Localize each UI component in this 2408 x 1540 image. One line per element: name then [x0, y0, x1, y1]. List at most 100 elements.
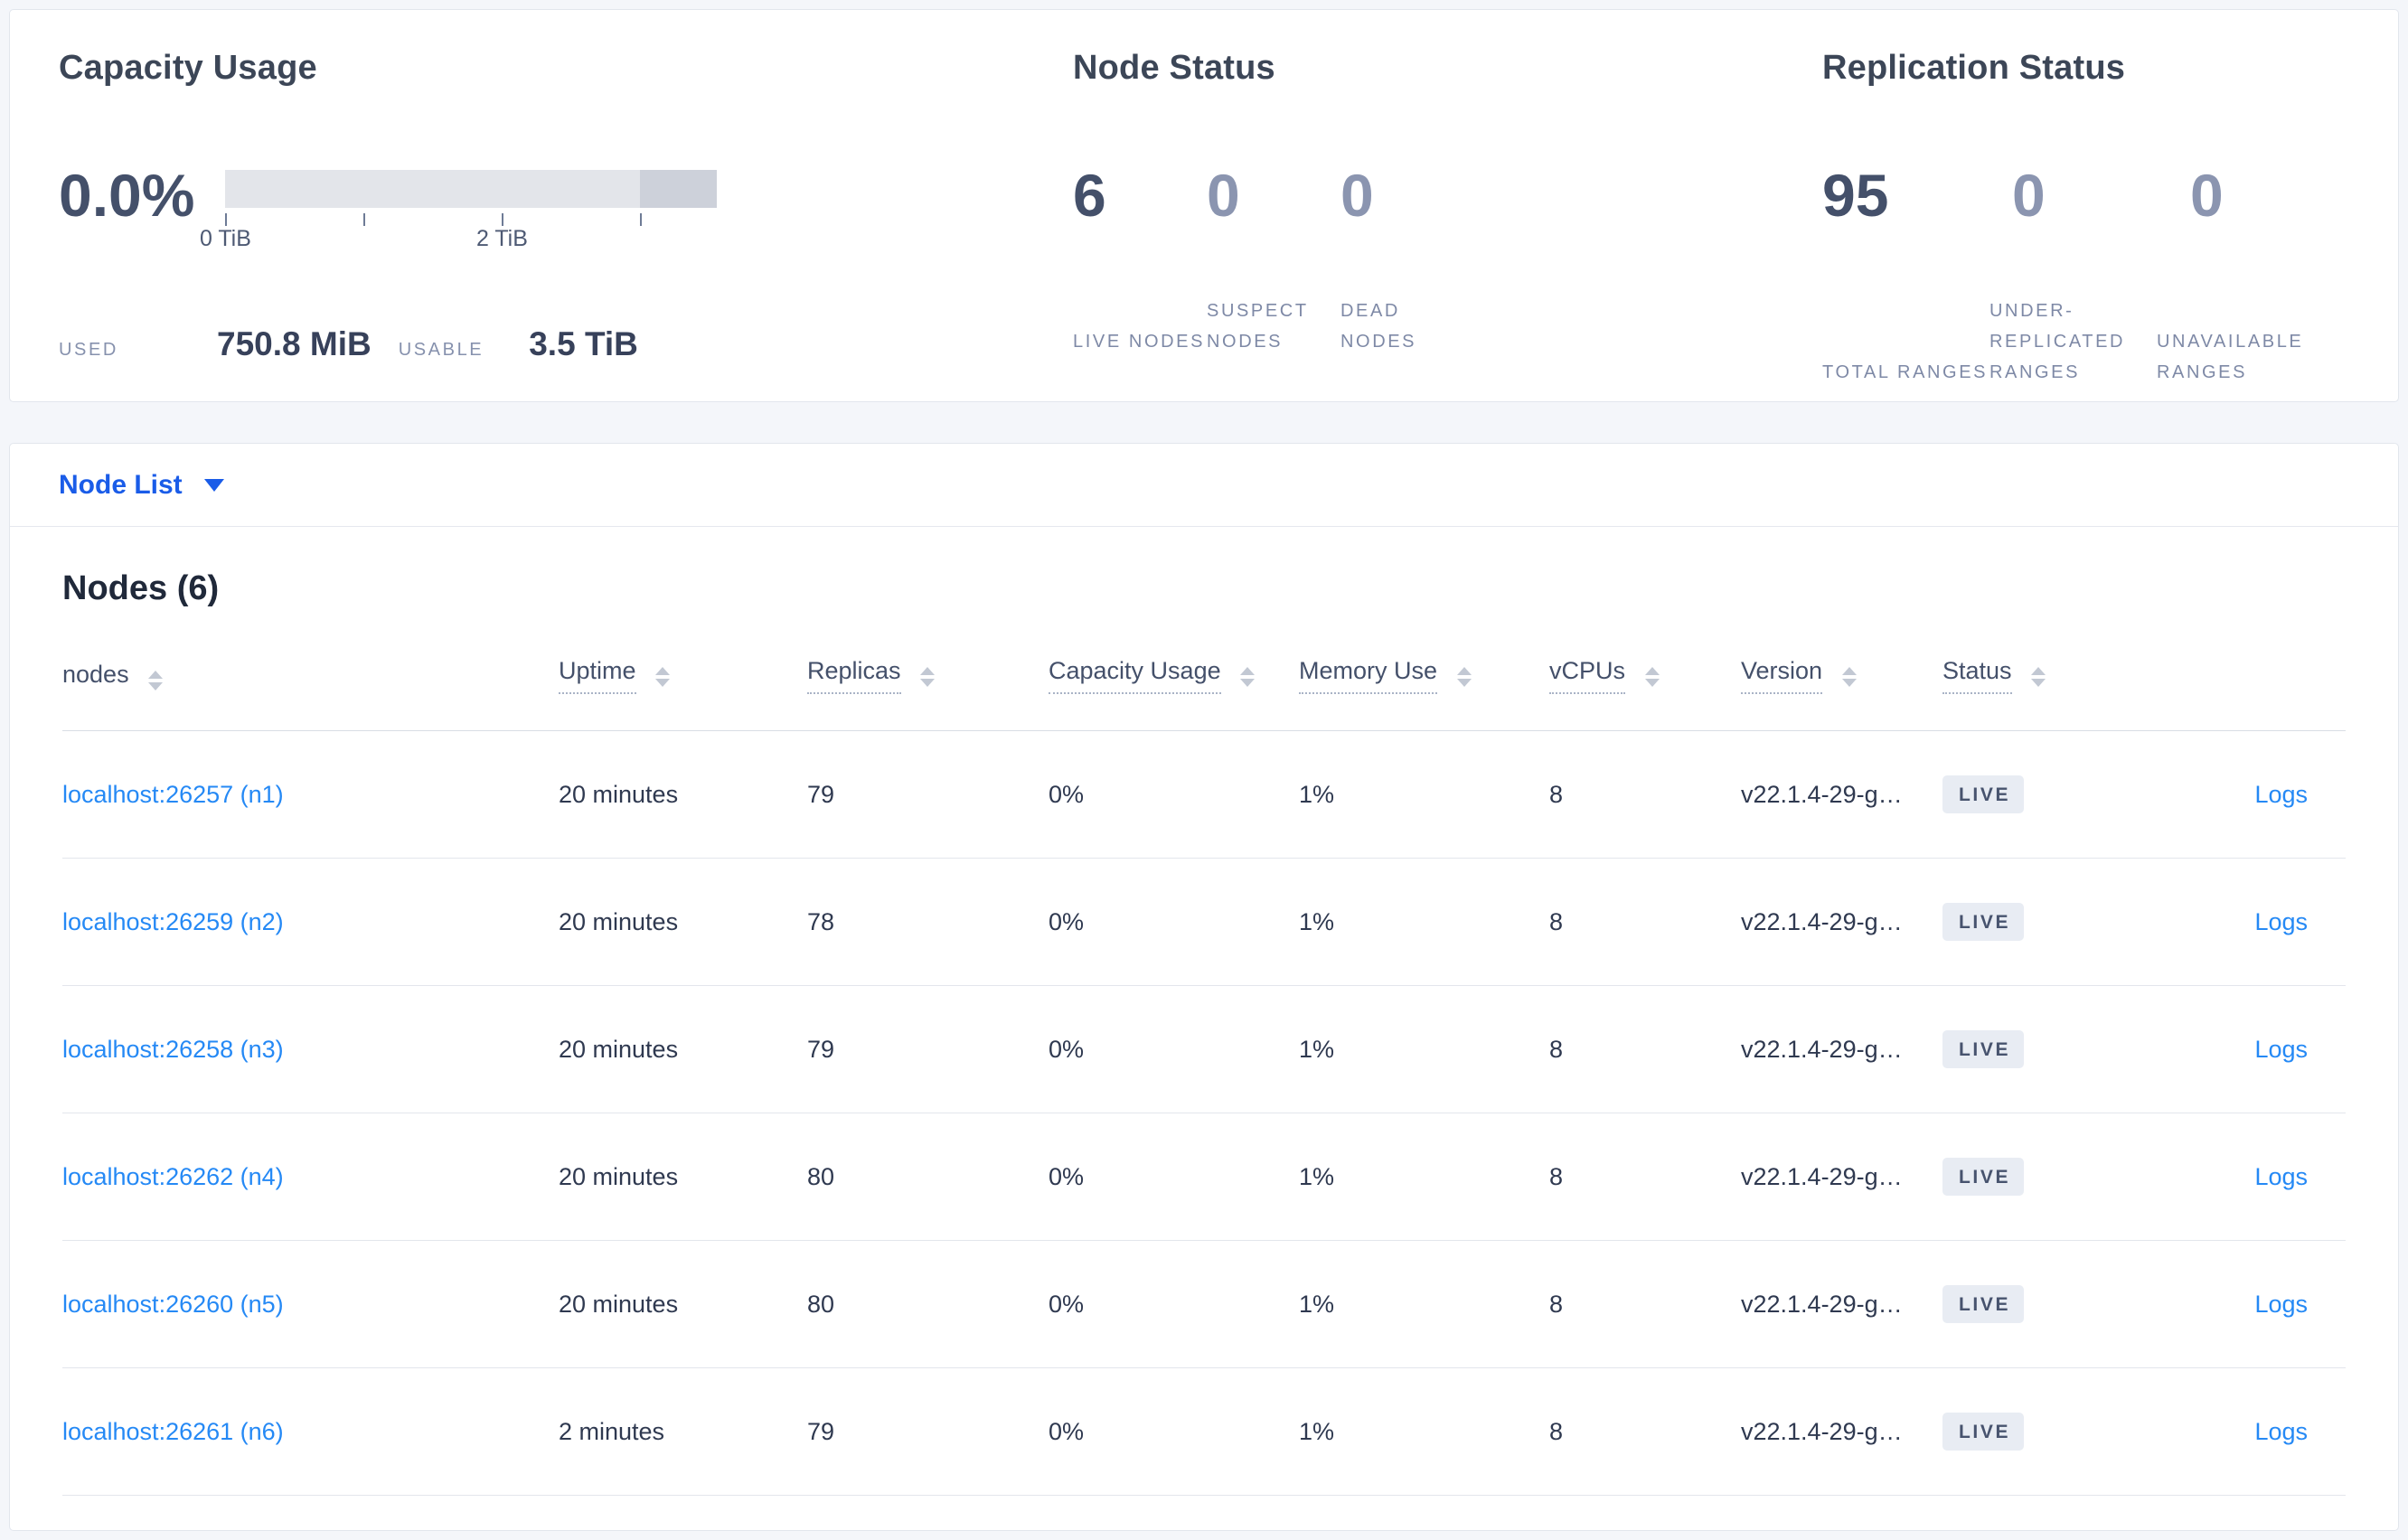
capacity-bar-reserved-segment	[640, 170, 718, 208]
replicas-cell: 79	[807, 1417, 835, 1445]
replication-status-section: Replication Status 95 0 0 TOTAL RANGES U…	[1822, 46, 2398, 401]
used-value: 750.8 MiB	[217, 325, 372, 362]
capacity-cell: 0%	[1049, 1417, 1085, 1445]
cluster-summary-panel: Capacity Usage 0.0% 0 TiB 2 TiB	[9, 9, 2399, 402]
sort-icon	[2031, 667, 2046, 687]
under-replicated-ranges-label: UNDER-REPLICATED RANGES	[1989, 301, 2126, 382]
vcpus-cell: 8	[1549, 1162, 1564, 1190]
node-link[interactable]: localhost:26260 (n5)	[62, 1290, 284, 1318]
node-status-title: Node Status	[1073, 49, 1275, 87]
nodes-section-title: Nodes (6)	[62, 569, 220, 607]
memory-cell: 1%	[1299, 780, 1335, 808]
sort-icon	[1841, 667, 1857, 687]
node-link[interactable]: localhost:26261 (n6)	[62, 1417, 284, 1445]
under-replicated-ranges-value: 0	[2012, 162, 2046, 229]
sort-icon	[148, 671, 164, 690]
version-cell: v22.1.4-29-g…	[1741, 1417, 1903, 1445]
version-cell: v22.1.4-29-g…	[1741, 1035, 1903, 1063]
live-nodes-label: LIVE NODES	[1073, 332, 1206, 352]
column-header-capacity-usage[interactable]: Capacity Usage	[1049, 657, 1299, 694]
logs-link[interactable]: Logs	[2254, 907, 2308, 935]
unavailable-ranges-value: 0	[2190, 162, 2224, 229]
live-nodes-value: 6	[1073, 162, 1106, 229]
logs-link[interactable]: Logs	[2254, 780, 2308, 808]
node-link[interactable]: localhost:26258 (n3)	[62, 1035, 284, 1063]
version-cell: v22.1.4-29-g…	[1741, 1290, 1903, 1318]
total-ranges-value: 95	[1822, 162, 1889, 229]
column-header-version[interactable]: Version	[1741, 657, 1942, 694]
replicas-cell: 78	[807, 907, 835, 935]
column-header-vcpus[interactable]: vCPUs	[1549, 657, 1741, 694]
column-header-nodes[interactable]: nodes	[62, 661, 559, 690]
dead-nodes-label: DEAD NODES	[1340, 301, 1417, 352]
column-header-status[interactable]: Status	[1942, 657, 2168, 694]
axis-tick	[363, 213, 366, 226]
vcpus-cell: 8	[1549, 907, 1564, 935]
logs-link[interactable]: Logs	[2254, 1290, 2308, 1318]
capacity-gauge: 0 TiB 2 TiB	[200, 170, 718, 255]
table-row: localhost:26262 (n4) 20 minutes 80 0% 1%…	[62, 1113, 2346, 1241]
status-badge: LIVE	[1942, 1413, 2025, 1451]
axis-tick	[225, 213, 228, 226]
status-badge: LIVE	[1942, 903, 2025, 941]
memory-cell: 1%	[1299, 1417, 1335, 1445]
node-list-dropdown[interactable]: Node List	[59, 469, 183, 500]
vcpus-cell: 8	[1549, 1035, 1564, 1063]
memory-cell: 1%	[1299, 1035, 1335, 1063]
logs-link[interactable]: Logs	[2254, 1162, 2308, 1190]
capacity-cell: 0%	[1049, 907, 1085, 935]
capacity-stats: USED 750.8 MiB USABLE 3.5 TiB	[59, 325, 638, 363]
axis-tick	[502, 213, 504, 226]
sort-icon	[920, 667, 936, 687]
uptime-cell: 20 minutes	[559, 1162, 679, 1190]
sort-icon	[1240, 667, 1256, 687]
table-row: localhost:26260 (n5) 20 minutes 80 0% 1%…	[62, 1241, 2346, 1368]
dead-nodes-value: 0	[1340, 162, 1374, 229]
status-badge: LIVE	[1942, 1158, 2025, 1196]
used-label: USED	[59, 340, 118, 360]
memory-cell: 1%	[1299, 1290, 1335, 1318]
node-link[interactable]: localhost:26257 (n1)	[62, 780, 284, 808]
status-badge: LIVE	[1942, 1285, 2025, 1323]
axis-label-0tib: 0 TiB	[199, 226, 251, 251]
sort-icon	[655, 667, 671, 687]
status-badge: LIVE	[1942, 775, 2025, 813]
total-ranges-label: TOTAL RANGES	[1822, 362, 1989, 382]
table-header-row: nodes Uptime Replicas Capacity Usage Mem…	[62, 657, 2346, 731]
column-header-replicas[interactable]: Replicas	[807, 657, 1049, 694]
table-row: localhost:26261 (n6) 2 minutes 79 0% 1% …	[62, 1368, 2346, 1496]
chevron-down-icon[interactable]	[203, 478, 224, 492]
suspect-nodes-label: SUSPECT NODES	[1207, 301, 1309, 352]
capacity-cell: 0%	[1049, 1035, 1085, 1063]
vcpus-cell: 8	[1549, 1417, 1564, 1445]
capacity-usage-title: Capacity Usage	[59, 49, 317, 87]
vcpus-cell: 8	[1549, 1290, 1564, 1318]
capacity-bar	[225, 170, 718, 208]
unavailable-ranges-label: UNAVAILABLE RANGES	[2157, 332, 2304, 382]
uptime-cell: 2 minutes	[559, 1417, 665, 1445]
node-link[interactable]: localhost:26259 (n2)	[62, 907, 284, 935]
version-cell: v22.1.4-29-g…	[1741, 780, 1903, 808]
capacity-usage-section: Capacity Usage 0.0% 0 TiB 2 TiB	[59, 46, 1073, 401]
logs-link[interactable]: Logs	[2254, 1035, 2308, 1063]
view-selector-bar: Node List	[10, 444, 2398, 527]
axis-tick	[640, 213, 643, 226]
table-row: localhost:26259 (n2) 20 minutes 78 0% 1%…	[62, 859, 2346, 986]
capacity-axis	[225, 208, 717, 226]
replicas-cell: 79	[807, 1035, 835, 1063]
table-row: localhost:26258 (n3) 20 minutes 79 0% 1%…	[62, 986, 2346, 1113]
node-status-section: Node Status 6 0 0 LIVE NODES SUSPECT NOD…	[1073, 46, 1822, 401]
status-badge: LIVE	[1942, 1030, 2025, 1068]
replicas-cell: 80	[807, 1290, 835, 1318]
column-header-memory-use[interactable]: Memory Use	[1299, 657, 1549, 694]
logs-link[interactable]: Logs	[2254, 1417, 2308, 1445]
suspect-nodes-value: 0	[1207, 162, 1240, 229]
version-cell: v22.1.4-29-g…	[1741, 1162, 1903, 1190]
column-header-uptime[interactable]: Uptime	[559, 657, 807, 694]
uptime-cell: 20 minutes	[559, 1290, 679, 1318]
node-link[interactable]: localhost:26262 (n4)	[62, 1162, 284, 1190]
uptime-cell: 20 minutes	[559, 1035, 679, 1063]
sort-icon	[1456, 667, 1472, 687]
vcpus-cell: 8	[1549, 780, 1564, 808]
capacity-cell: 0%	[1049, 1290, 1085, 1318]
